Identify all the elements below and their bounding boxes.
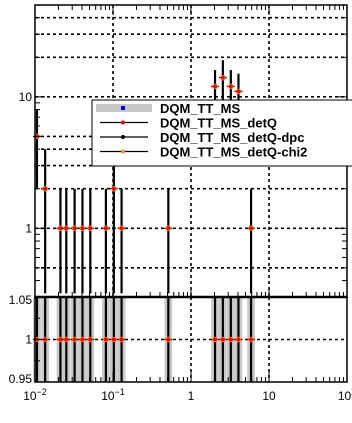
x-tick-label: 102 (338, 387, 352, 403)
data-point (79, 225, 86, 232)
data-point (87, 225, 94, 232)
x-tick-label: 10−2 (23, 387, 47, 403)
data-point (212, 83, 218, 90)
tick-labels: 1 10 0.95 1 1.05 10−2 10−1 1 10 102 (9, 90, 352, 403)
ratio-point (111, 336, 117, 343)
ratio-y-tick-label: 0.95 (9, 372, 33, 386)
ratio-point (165, 336, 172, 343)
x-tick-label: 10 (262, 389, 276, 403)
legend-swatch-marker (121, 120, 125, 125)
x-tick-label: 1 (188, 389, 195, 403)
legend-swatch-marker (121, 135, 125, 139)
ratio-point (228, 336, 234, 343)
x-tick-label: 10−1 (101, 387, 125, 403)
ratio-y-tick-label: 1.05 (9, 293, 33, 307)
legend: DQM_TT_MSDQM_TT_MS_detQDQM_TT_MS_detQ-dp… (91, 99, 352, 167)
data-point (235, 88, 242, 95)
ratio-point (103, 336, 109, 343)
legend-entry-label: DQM_TT_MS_detQ-chi2 (160, 145, 307, 160)
main-y-tick-label: 1 (25, 221, 32, 235)
ratio-point (71, 336, 78, 343)
ratio-point (235, 336, 242, 343)
data-point (220, 74, 226, 81)
legend-entry-label: DQM_TT_MS_detQ (160, 116, 277, 131)
ratio-point (212, 336, 218, 343)
ratio-point (220, 336, 226, 343)
data-point (103, 225, 109, 232)
legend-swatch-marker (121, 149, 125, 154)
ratio-point (118, 336, 125, 343)
series-markers (32, 60, 256, 294)
legend-entry-label: DQM_TT_MS (160, 101, 241, 116)
data-point (118, 225, 125, 232)
ratio-y-tick-label: 1 (25, 333, 32, 347)
data-point (63, 225, 70, 232)
legend-swatch-marker (121, 106, 125, 110)
ratio-point (57, 336, 64, 343)
data-point (165, 225, 172, 232)
ratio-markers (32, 297, 256, 382)
data-point (228, 83, 234, 90)
data-point (111, 185, 117, 192)
ratio-point (87, 336, 94, 343)
data-point (248, 225, 254, 232)
data-point (71, 225, 78, 232)
legend-entry-label: DQM_TT_MS_detQ-dpc (160, 130, 304, 145)
main-y-tick-label: 10 (19, 90, 33, 104)
data-point (57, 225, 64, 232)
ratio-point (248, 336, 254, 343)
ratio-point (63, 336, 70, 343)
data-point (42, 185, 48, 192)
ratio-point (79, 336, 86, 343)
